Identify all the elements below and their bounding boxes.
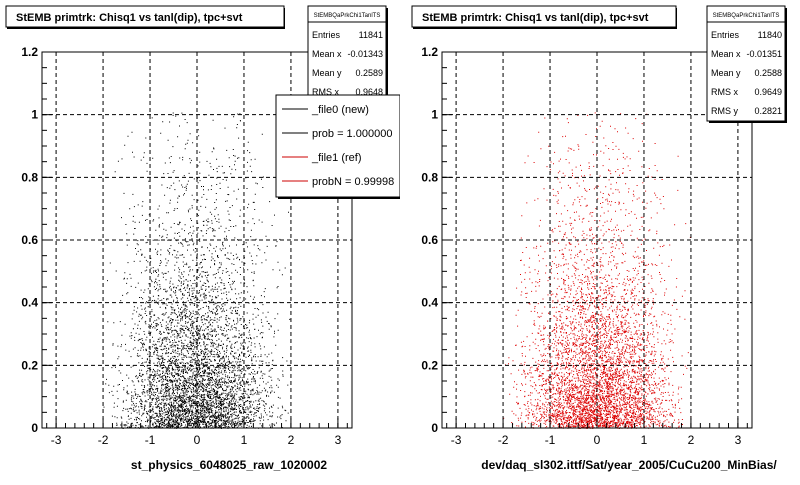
x-tick-label: 2 (688, 433, 695, 447)
y-tick-label: 0.8 (421, 170, 438, 184)
legend-entry: _file1 (ref) (311, 152, 362, 164)
x-axis-label: st_physics_6048025_raw_1020002 (131, 458, 327, 472)
y-tick-label: 0.4 (21, 296, 38, 310)
stats-label: RMS x (312, 87, 340, 97)
stats-value: -0.01343 (347, 49, 383, 59)
x-tick-label: 1 (641, 433, 648, 447)
stats-label: Mean x (312, 49, 342, 59)
x-axis-label: dev/daq_sl302.ittf/Sat/year_2005/CuCu200… (481, 458, 777, 472)
legend-entry: prob = 1.000000 (312, 128, 392, 140)
y-tick-label: 1 (431, 108, 438, 122)
chart-title: StEMB primtrk: Chisq1 vs tanl(dip), tpc+… (16, 12, 243, 24)
x-tick-label: -3 (451, 433, 462, 447)
legend-entry: probN = 0.99998 (312, 176, 394, 188)
x-tick-label: -1 (545, 433, 556, 447)
x-tick-label: 0 (594, 433, 601, 447)
x-tick-label: -2 (98, 433, 109, 447)
y-tick-label: 1 (31, 108, 38, 122)
y-tick-label: 0.2 (421, 358, 438, 372)
y-tick-label: 0.8 (21, 170, 38, 184)
stats-label: RMS x (711, 87, 739, 97)
y-tick-label: 0.6 (421, 233, 438, 247)
x-tick-label: 3 (335, 433, 342, 447)
x-tick-label: -2 (498, 433, 509, 447)
stats-box (706, 5, 786, 122)
stats-name: StEMBQaPrkChi1TanlTS (314, 13, 381, 19)
x-tick-label: 1 (241, 433, 248, 447)
chart-title: StEMB primtrk: Chisq1 vs tanl(dip), tpc+… (422, 12, 649, 24)
left-chart-pad: -3 -2 -1 0 1 2 3 0 0.2 0.4 0.6 0.8 1 1.2 st_physics_60… (0, 0, 402, 480)
stats-label: Mean y (312, 68, 342, 78)
axis-ticks: -3 -2 -1 0 1 2 3 0 0.2 0.4 0.6 0.8 1 1.2 (421, 45, 748, 447)
title-box (5, 5, 285, 28)
stats-value: 0.9648 (355, 87, 383, 97)
y-tick-label: 1.2 (21, 45, 38, 59)
stats-value: -0.01351 (746, 49, 782, 59)
legend-entry: _file0 (new) (311, 104, 369, 116)
legend-box (275, 94, 401, 198)
stats-value: 0.2588 (754, 68, 782, 78)
stats-value: 0.2589 (355, 68, 383, 78)
stats-value: 11840 (758, 30, 782, 40)
stats-label: RMS y (711, 106, 739, 116)
x-tick-label: 2 (288, 433, 295, 447)
stats-name: StEMBQaPrkChi1TanlTS (713, 13, 780, 19)
y-tick-label: 0.4 (421, 296, 438, 310)
x-tick-label: -3 (51, 433, 62, 447)
x-tick-label: 0 (194, 433, 201, 447)
title-box (411, 5, 677, 28)
y-tick-label: 1.2 (421, 45, 438, 59)
stats-value: 0.9649 (754, 87, 782, 97)
right-scatter-plot: -3 -2 -1 0 1 2 3 0 0.2 0.4 0.6 0.8 1 1.2 dev/daq_sl302… (411, 5, 787, 472)
axis-ticks: -3 -2 -1 0 1 2 3 0 0.2 0.4 0.6 0.8 1 1.2 (21, 45, 348, 447)
y-tick-label: 0.6 (21, 233, 38, 247)
x-tick-label: -1 (145, 433, 156, 447)
stats-label: Mean x (711, 49, 741, 59)
stats-label: Entries (711, 30, 740, 40)
y-tick-label: 0 (31, 421, 38, 435)
grid-lines (442, 51, 752, 428)
left-scatter-plot: -3 -2 -1 0 1 2 3 0 0.2 0.4 0.6 0.8 1 1.2 st_physics_60… (5, 5, 402, 472)
stats-value: 0.2821 (754, 106, 782, 116)
stats-label: Mean y (711, 68, 741, 78)
stats-label: Entries (312, 30, 341, 40)
stats-value: 11841 (359, 30, 383, 40)
right-chart-pad: -3 -2 -1 0 1 2 3 0 0.2 0.4 0.6 0.8 1 1.2 dev/daq_sl302… (400, 0, 800, 480)
y-tick-label: 0 (431, 421, 438, 435)
y-tick-label: 0.2 (21, 358, 38, 372)
x-tick-label: 3 (735, 433, 742, 447)
